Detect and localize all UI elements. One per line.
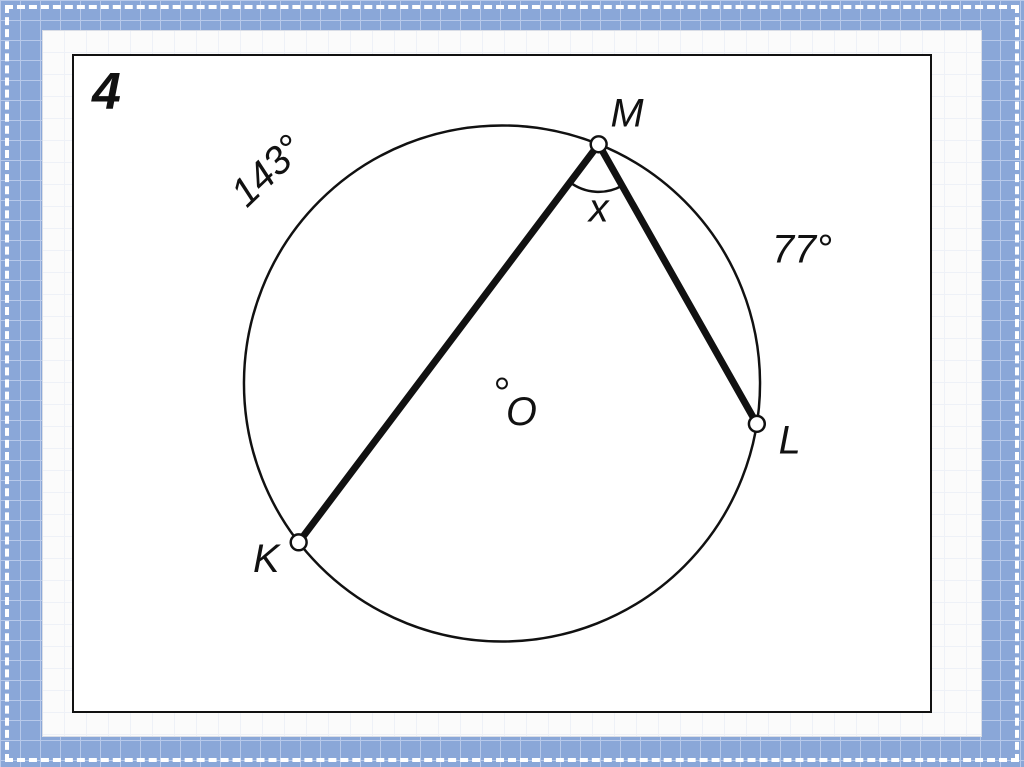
geometry-figure: x M L K O 143° 77° — [74, 56, 930, 711]
chord-ML — [599, 144, 757, 424]
center-point — [497, 379, 507, 389]
worksheet-card: 4 xMLKO143°77° — [72, 54, 932, 713]
paper-area: 4 xMLKO143°77° — [42, 30, 982, 737]
angle-label-x: x — [587, 187, 610, 231]
center-label: O — [506, 390, 537, 434]
arc-label-ML: 77° — [772, 227, 832, 271]
slide-frame: 4 xMLKO143°77° — [0, 0, 1024, 767]
point-L — [749, 416, 765, 432]
point-label-L: L — [779, 419, 801, 463]
point-label-M: M — [611, 91, 645, 135]
chord-MK — [299, 144, 599, 542]
point-label-K: K — [253, 537, 281, 581]
arc-label-KM: 143° — [222, 127, 312, 216]
point-K — [291, 534, 307, 550]
point-M — [591, 136, 607, 152]
